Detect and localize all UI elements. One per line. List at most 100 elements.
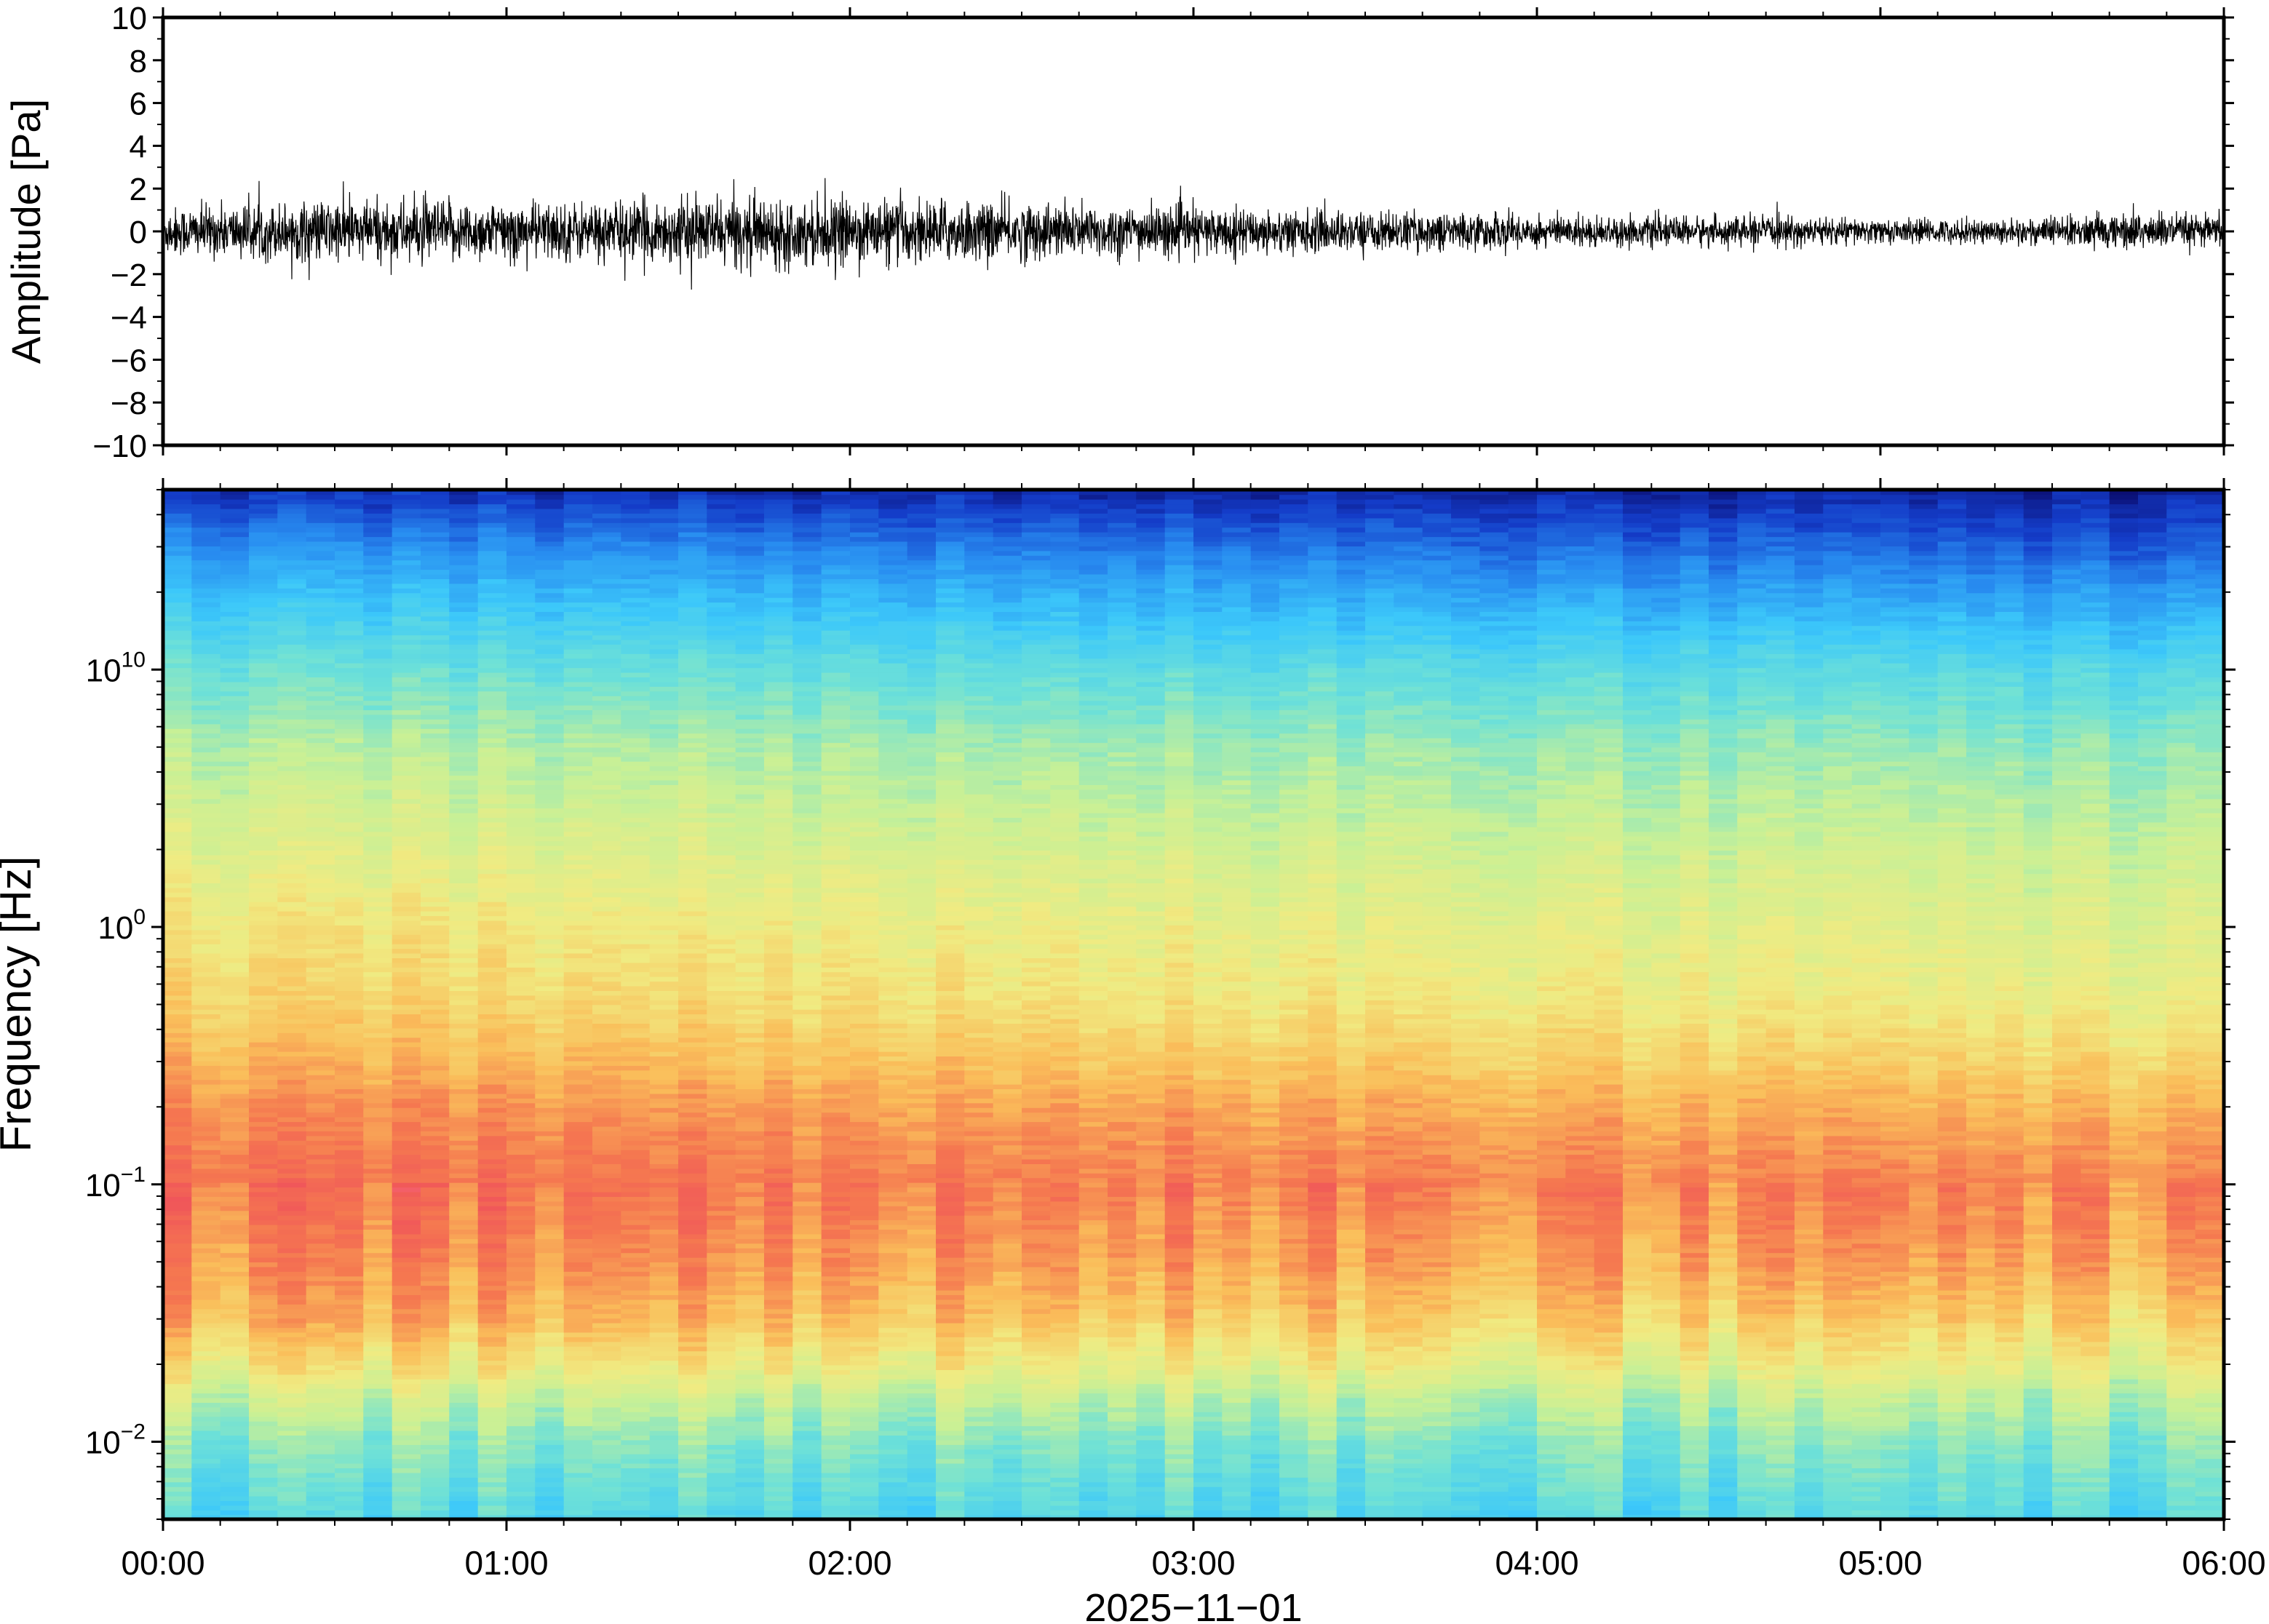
spectrogram-cell bbox=[191, 1060, 221, 1066]
spectrogram-cell bbox=[392, 929, 421, 935]
spectrogram-cell bbox=[277, 789, 307, 795]
spectrogram-cell bbox=[592, 1481, 622, 1487]
spectrogram-cell bbox=[592, 1266, 622, 1272]
spectrogram-cell bbox=[335, 578, 365, 584]
spectrogram-cell bbox=[449, 1107, 479, 1113]
spectrogram-cell bbox=[191, 910, 221, 917]
spectrogram-cell bbox=[363, 606, 393, 612]
spectrogram-cell bbox=[392, 887, 421, 893]
spectrogram-cell bbox=[649, 1439, 679, 1445]
spectrogram-cell bbox=[535, 1042, 565, 1048]
spectrogram-cell bbox=[277, 765, 307, 771]
spectrogram-cell bbox=[249, 653, 279, 659]
spectrogram-cell bbox=[592, 1037, 622, 1043]
spectrogram-cell bbox=[249, 1196, 279, 1202]
spectrogram-cell bbox=[563, 737, 593, 744]
spectrogram-cell bbox=[764, 943, 794, 950]
spectrogram-cell bbox=[735, 1140, 765, 1146]
spectrogram-cell bbox=[363, 677, 393, 682]
spectrogram-cell bbox=[735, 690, 765, 696]
spectrogram-cell bbox=[735, 1262, 765, 1267]
spectrogram-cell bbox=[249, 1173, 279, 1179]
spectrogram-cell bbox=[392, 1318, 421, 1324]
spectrogram-cell bbox=[678, 630, 708, 636]
spectrogram-cell bbox=[592, 1383, 622, 1389]
spectrogram-cell bbox=[220, 634, 250, 640]
spectrogram-cell bbox=[621, 498, 651, 505]
spectrogram-cell bbox=[563, 821, 593, 827]
spectrogram-cell bbox=[363, 1308, 393, 1314]
spectrogram-cell bbox=[449, 981, 479, 987]
spectrogram-cell bbox=[735, 752, 765, 757]
spectrogram-cell bbox=[449, 1495, 479, 1501]
spectrogram-cell bbox=[392, 569, 421, 575]
spectrogram-cell bbox=[277, 1350, 307, 1356]
spectrogram-cell bbox=[277, 555, 307, 561]
spectrogram-cell bbox=[277, 812, 307, 818]
spectrogram-cell bbox=[535, 1364, 565, 1370]
spectrogram-cell bbox=[363, 1210, 393, 1216]
spectrogram-cell bbox=[707, 840, 736, 846]
spectrogram-cell bbox=[306, 733, 335, 739]
spectrogram-cell bbox=[735, 831, 765, 837]
spectrogram-cell bbox=[421, 962, 450, 968]
spectrogram-cell bbox=[477, 1495, 507, 1501]
spectrogram-cell bbox=[563, 616, 593, 621]
spectrogram-cell bbox=[764, 1360, 794, 1366]
spectrogram-cell bbox=[220, 775, 250, 781]
spectrogram-cell bbox=[535, 831, 565, 837]
spectrogram-cell bbox=[392, 995, 421, 1000]
spectrogram-cell bbox=[163, 1126, 193, 1131]
spectrogram-cell bbox=[392, 985, 421, 991]
spectrogram-cell bbox=[421, 517, 450, 523]
spectrogram-cell bbox=[707, 952, 736, 958]
spectrogram-cell bbox=[535, 1126, 565, 1131]
spectrogram-cell bbox=[335, 1495, 365, 1501]
spectrogram-cell bbox=[392, 1145, 421, 1150]
spectrogram-cell bbox=[506, 1008, 536, 1015]
spectrogram-cell bbox=[649, 864, 679, 869]
spectrogram-cell bbox=[306, 1346, 335, 1352]
spectrogram-cell bbox=[392, 1439, 421, 1445]
spectrogram-cell bbox=[477, 1173, 507, 1179]
spectrogram-cell bbox=[249, 1229, 279, 1235]
spectrogram-cell bbox=[449, 1388, 479, 1394]
spectrogram-cell bbox=[306, 854, 335, 860]
spectrogram-cell bbox=[621, 1369, 651, 1375]
spectrogram-cell bbox=[649, 929, 679, 935]
spectrogram-cell bbox=[421, 1454, 450, 1460]
spectrogram-cell bbox=[477, 1462, 507, 1468]
spectrogram-cell bbox=[220, 962, 250, 968]
spectrogram-cell bbox=[363, 560, 393, 565]
spectrogram-cell bbox=[220, 663, 250, 669]
spectrogram-cell bbox=[649, 1379, 679, 1385]
spectrogram-cell bbox=[707, 630, 736, 636]
spectrogram-cell bbox=[191, 784, 221, 790]
spectrogram-cell bbox=[535, 1056, 565, 1062]
spectrogram-cell bbox=[649, 1393, 679, 1398]
spectrogram-cell bbox=[678, 752, 708, 757]
spectrogram-cell bbox=[277, 827, 307, 832]
spectrogram-cell bbox=[191, 1112, 221, 1118]
spectrogram-cell bbox=[477, 1121, 507, 1127]
spectrogram-cell bbox=[392, 1229, 421, 1235]
spectrogram-cell bbox=[678, 1018, 708, 1024]
spectrogram-cell bbox=[707, 1454, 736, 1460]
spectrogram-cell bbox=[735, 1416, 765, 1422]
spectrogram-cell bbox=[735, 1289, 765, 1295]
spectrogram-cell bbox=[220, 1472, 250, 1478]
spectrogram-cell bbox=[363, 887, 393, 893]
spectrogram-cell bbox=[363, 939, 393, 944]
spectrogram-cell bbox=[220, 1126, 250, 1131]
spectrogram-cell bbox=[764, 1262, 794, 1267]
spectrogram-cell bbox=[506, 789, 536, 795]
spectrogram-cell bbox=[678, 1140, 708, 1146]
spectrogram-cell bbox=[649, 1060, 679, 1066]
spectrogram-cell bbox=[421, 877, 450, 883]
spectrogram-cell bbox=[335, 836, 365, 842]
spectrogram-cell bbox=[163, 1406, 193, 1412]
spectrogram-cell bbox=[735, 1219, 765, 1225]
spectrogram-cell bbox=[678, 1364, 708, 1370]
spectrogram-cell bbox=[735, 667, 765, 673]
spectrogram-cell bbox=[335, 1000, 365, 1006]
